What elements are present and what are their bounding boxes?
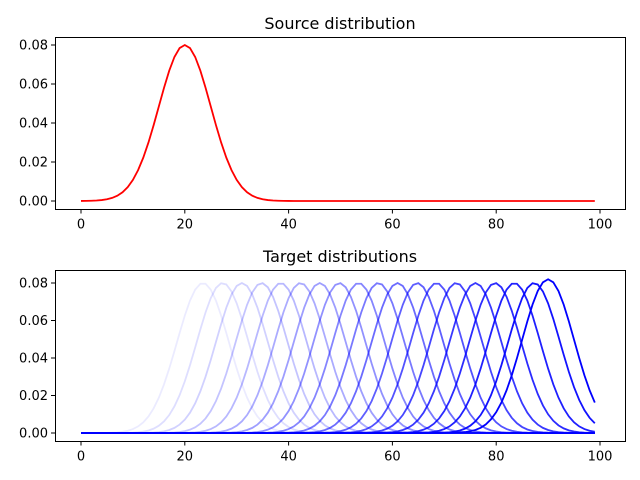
- y-tick-label: 0.06: [19, 78, 48, 93]
- x-tick-label: 0: [77, 218, 85, 233]
- y-tick-label: 0.00: [19, 427, 48, 442]
- target-y-ticks: 0.00 0.02 0.04 0.06 0.08: [19, 277, 56, 442]
- target-x-ticks: 0 20 40 60 80 100: [77, 441, 613, 465]
- x-tick-label: 80: [488, 218, 505, 233]
- x-tick-label: 100: [588, 450, 613, 465]
- target-axes-frame: [55, 270, 626, 442]
- x-tick-label: 60: [384, 218, 401, 233]
- source-y-ticks: 0.00 0.02 0.04 0.06 0.08: [19, 39, 56, 210]
- x-tick-label: 20: [177, 450, 194, 465]
- x-tick-label: 40: [280, 218, 297, 233]
- y-tick-label: 0.08: [19, 277, 48, 292]
- x-tick-label: 40: [280, 450, 297, 465]
- y-tick-label: 0.04: [19, 352, 48, 367]
- source-title: Source distribution: [264, 14, 415, 33]
- target-axes: Target distributions 0 20 40 60 80 100 0.000.…: [19, 247, 626, 465]
- y-tick-label: 0.08: [19, 39, 48, 54]
- target-title: Target distributions: [262, 247, 417, 266]
- y-tick-label: 0.02: [19, 156, 48, 171]
- y-tick-label: 0.02: [19, 389, 48, 404]
- x-tick-label: 0: [77, 450, 85, 465]
- source-axes-frame: [55, 37, 626, 210]
- source-plot-area: [80, 43, 595, 202]
- source-curve: [80, 43, 595, 202]
- x-tick-label: 60: [384, 450, 401, 465]
- source-x-ticks: 0 20 40 60 80 100: [77, 209, 613, 233]
- x-tick-label: 20: [177, 218, 194, 233]
- source-axes: Source distribution 0 20 40 60 80 100 0.000.0…: [19, 14, 626, 233]
- x-tick-label: 100: [588, 218, 613, 233]
- x-tick-label: 80: [488, 450, 505, 465]
- target-curve: [81, 278, 596, 434]
- y-tick-label: 0.00: [19, 195, 48, 210]
- y-tick-label: 0.06: [19, 314, 48, 329]
- y-tick-label: 0.04: [19, 117, 48, 132]
- target-plot-area: [80, 278, 596, 434]
